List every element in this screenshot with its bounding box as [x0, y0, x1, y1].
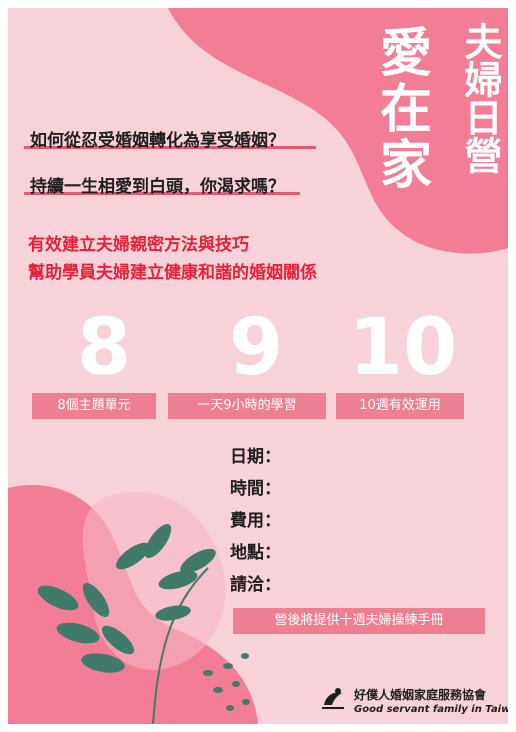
info-time: 時間： [230, 479, 281, 499]
question-2-underline [24, 192, 300, 195]
stat-label-3: 10週有效運用 [336, 393, 464, 419]
stat-number-9: 9 [228, 303, 284, 393]
info-fee: 費用： [230, 511, 281, 531]
info-venue: 地點： [230, 543, 281, 563]
title-main-line3: 家 [380, 136, 433, 196]
title-main-line2: 在 [380, 80, 433, 140]
question-1-underline [24, 146, 316, 149]
title-sub: 夫婦日營 [458, 22, 502, 174]
decorative-background [8, 8, 508, 724]
stat-label-2: 一天9小時的學習 [168, 393, 326, 419]
handbook-banner: 營後將提供十週夫婦操練手冊 [233, 608, 485, 634]
title-main: 愛 在 家 [380, 26, 440, 194]
info-date: 日期： [230, 447, 281, 467]
organization-logo-icon [322, 688, 344, 709]
leaf-icon [37, 523, 250, 711]
title-main-line1: 愛 [380, 24, 433, 84]
stat-number-8: 8 [76, 303, 132, 393]
organization-name-zh: 好僕人婚姻家庭服務協會 [354, 688, 487, 702]
organization-name-en: Good servant family in Taiwan [354, 704, 508, 715]
question-2: 持續一生相愛到白頭，你渴求嗎？ [30, 177, 285, 197]
question-1: 如何從忍受婚姻轉化為享受婚姻？ [30, 131, 285, 151]
highlight-2: 幫助學員夫婦建立健康和諧的婚姻關係 [28, 263, 317, 283]
stat-label-1: 8個主題單元 [32, 393, 156, 419]
info-contact: 請洽： [230, 575, 281, 595]
highlight-1: 有效建立夫婦親密方法與技巧 [28, 235, 249, 255]
stat-number-10: 10 [348, 303, 458, 393]
poster: 愛 在 家 夫婦日營 如何從忍受婚姻轉化為享受婚姻？ 持續一生相愛到白頭，你渴求… [8, 8, 508, 724]
